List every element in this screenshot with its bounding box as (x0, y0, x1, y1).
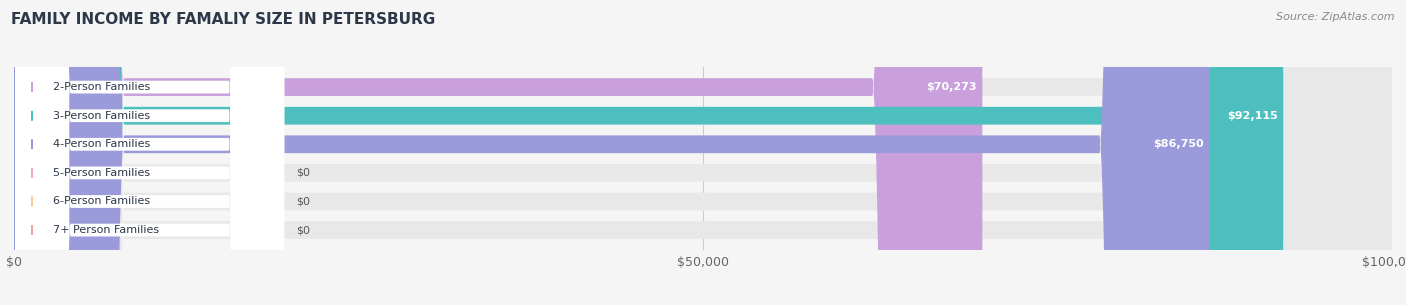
Text: $92,115: $92,115 (1227, 111, 1278, 121)
Text: 5-Person Families: 5-Person Families (52, 168, 150, 178)
Text: 2-Person Families: 2-Person Families (52, 82, 150, 92)
FancyBboxPatch shape (14, 0, 1284, 305)
Text: 4-Person Families: 4-Person Families (52, 139, 150, 149)
Text: $86,750: $86,750 (1153, 139, 1204, 149)
FancyBboxPatch shape (14, 0, 1392, 305)
FancyBboxPatch shape (14, 0, 983, 305)
Text: $70,273: $70,273 (927, 82, 977, 92)
Text: $0: $0 (297, 168, 311, 178)
FancyBboxPatch shape (15, 0, 284, 305)
Text: 6-Person Families: 6-Person Families (52, 196, 150, 206)
Text: FAMILY INCOME BY FAMALIY SIZE IN PETERSBURG: FAMILY INCOME BY FAMALIY SIZE IN PETERSB… (11, 12, 436, 27)
FancyBboxPatch shape (15, 0, 284, 305)
FancyBboxPatch shape (15, 0, 284, 305)
Text: $0: $0 (297, 225, 311, 235)
FancyBboxPatch shape (15, 0, 284, 305)
FancyBboxPatch shape (14, 0, 1209, 305)
FancyBboxPatch shape (15, 0, 284, 305)
Text: Source: ZipAtlas.com: Source: ZipAtlas.com (1277, 12, 1395, 22)
FancyBboxPatch shape (14, 0, 1392, 305)
FancyBboxPatch shape (14, 0, 1392, 305)
FancyBboxPatch shape (15, 0, 284, 305)
FancyBboxPatch shape (14, 0, 1392, 305)
Text: $0: $0 (297, 196, 311, 206)
Text: 3-Person Families: 3-Person Families (52, 111, 150, 121)
Text: 7+ Person Families: 7+ Person Families (52, 225, 159, 235)
FancyBboxPatch shape (14, 0, 1392, 305)
FancyBboxPatch shape (14, 0, 1392, 305)
